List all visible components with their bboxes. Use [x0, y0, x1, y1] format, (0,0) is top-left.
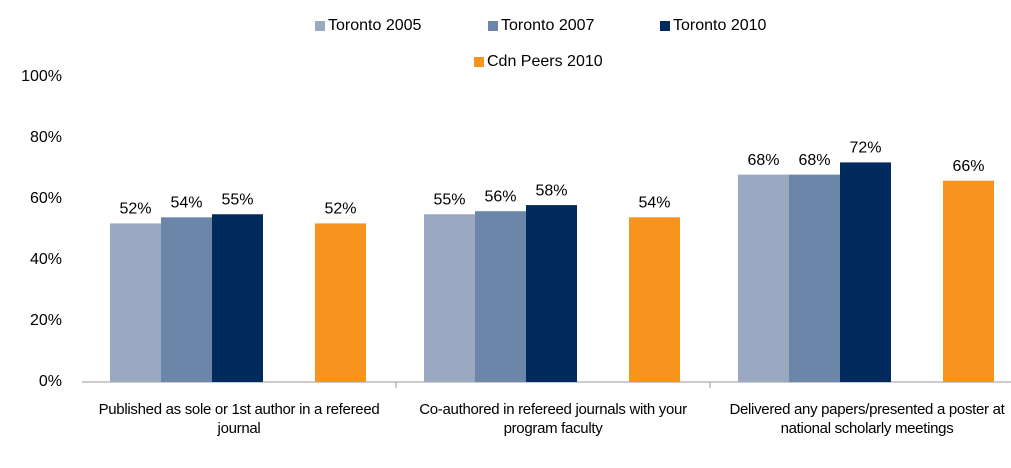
x-tick-label: Published as sole or 1st author in a ref… [98, 401, 380, 437]
bar [738, 174, 789, 382]
y-tick-label: 0% [39, 373, 62, 390]
legend-label: Cdn Peers 2010 [487, 53, 603, 70]
y-tick-label: 40% [30, 251, 62, 268]
value-label: 58% [535, 182, 567, 199]
legend-label: Toronto 2010 [673, 17, 767, 34]
bar [840, 162, 891, 382]
bar [110, 223, 161, 382]
bar [943, 180, 994, 382]
value-label: 54% [638, 195, 670, 212]
bar [475, 211, 526, 382]
value-label: 52% [119, 201, 151, 218]
bar [315, 223, 366, 382]
value-label: 55% [221, 191, 253, 208]
x-tick-label: Delivered any papers/presented a poster … [729, 401, 1005, 437]
legend-label: Toronto 2005 [328, 17, 422, 34]
legend-swatch [660, 21, 670, 31]
legend-swatch [474, 57, 484, 67]
bar [789, 174, 840, 382]
x-tick-label: Co-authored in refereed journals with yo… [419, 401, 687, 437]
value-label: 55% [433, 191, 465, 208]
bar [212, 214, 263, 382]
bar [526, 205, 577, 382]
value-label: 54% [170, 195, 202, 212]
value-label: 56% [484, 188, 516, 205]
y-tick-label: 20% [30, 312, 62, 329]
y-tick-label: 60% [30, 190, 62, 207]
value-label: 66% [952, 158, 984, 175]
legend-label: Toronto 2007 [501, 17, 595, 34]
legend-swatch [315, 21, 325, 31]
bar [424, 214, 475, 382]
value-label: 72% [849, 140, 881, 157]
value-label: 68% [747, 152, 779, 169]
y-tick-label: 100% [21, 68, 62, 85]
value-label: 68% [798, 152, 830, 169]
bar [629, 217, 680, 382]
y-tick-label: 80% [30, 129, 62, 146]
value-label: 52% [324, 201, 356, 218]
bar [161, 217, 212, 382]
legend-swatch [488, 21, 498, 31]
